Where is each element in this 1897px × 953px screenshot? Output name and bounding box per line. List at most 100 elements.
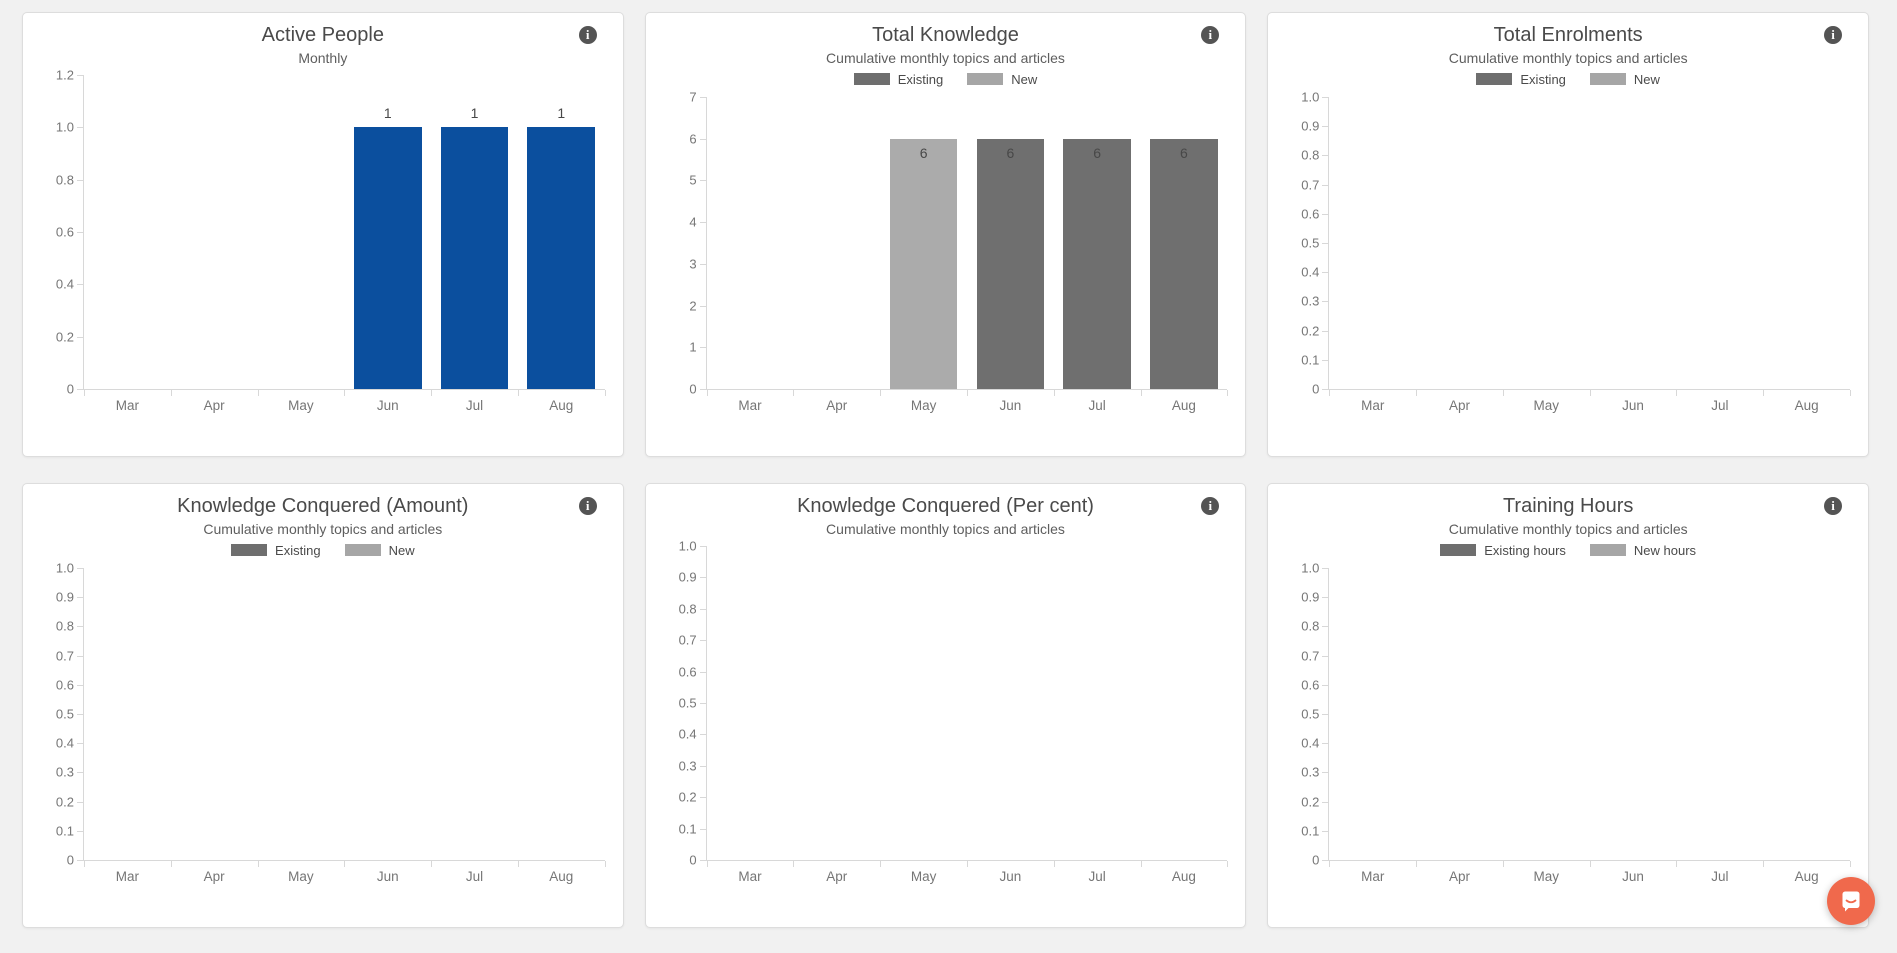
y-tick-label: 0.6 [1301, 206, 1320, 222]
x-tick-label: May [1533, 398, 1560, 413]
x-tick-label: Apr [1448, 398, 1470, 413]
y-tick-label: 1 [689, 339, 697, 355]
x-tick-label: Aug [1794, 869, 1819, 884]
x-axis-tick [966, 861, 968, 867]
y-tick-label: 0.8 [678, 601, 697, 617]
y-tick-label: 0.7 [678, 632, 697, 648]
y-axis-tick [1322, 389, 1329, 390]
y-tick-label: 0.7 [1301, 177, 1320, 193]
y-tick-label: 0.9 [1301, 589, 1320, 605]
info-icon[interactable]: i [578, 497, 597, 515]
y-tick-label: 1.0 [1301, 89, 1320, 105]
x-axis-tick [1329, 861, 1331, 867]
y-tick-label: 0.1 [1301, 823, 1320, 839]
legend-item[interactable]: New [344, 542, 415, 558]
y-axis-tick [77, 772, 83, 774]
x-axis-tick [1589, 390, 1591, 396]
x-tick-label: May [910, 398, 937, 413]
plot-area: 1.0 0.9 0.8 0.7 0.6 0.5 0.4 0.3 0.2 0.1 0 Mar Apr May… [1301, 90, 1851, 413]
x-tick-label: Jul [1711, 869, 1729, 884]
y-axis-tick [1322, 860, 1329, 861]
y-tick-label: 7 [689, 89, 697, 105]
info-icon[interactable]: i [578, 26, 597, 44]
y-tick-label: 1.2 [55, 67, 74, 83]
bar [527, 127, 596, 389]
x-tick-label: Mar [115, 869, 139, 884]
y-axis-tick [699, 797, 706, 799]
y-tick-label: 6 [689, 131, 697, 147]
x-tick-label: Mar [1361, 398, 1385, 413]
y-axis-tick [1322, 684, 1329, 686]
x-axis-tick [604, 861, 606, 867]
x-axis-tick [1416, 390, 1418, 396]
legend-item-label: New [1633, 71, 1660, 87]
chat-launcher-button[interactable] [1827, 877, 1875, 925]
legend-item-label: New [388, 542, 415, 558]
y-axis-tick [1322, 830, 1329, 832]
y-axis-tick [77, 860, 83, 861]
x-axis-tick [431, 390, 433, 396]
chart-subtitle: Cumulative monthly topics and articles [203, 521, 443, 537]
y-axis-tick [77, 568, 83, 569]
y-axis-tick [699, 263, 706, 265]
x-axis-tick [1140, 390, 1142, 396]
info-icon[interactable]: i [1201, 497, 1220, 515]
x-axis-tick [1227, 390, 1229, 396]
legend-swatch [1589, 544, 1626, 556]
legend-item[interactable]: New hours [1589, 543, 1696, 558]
y-axis-tick [1322, 97, 1329, 98]
info-icon-glyph: i [585, 498, 590, 513]
bar-value-label: 6 [1093, 144, 1102, 161]
chart-total-enrolments: 1.0 0.9 0.8 0.7 0.6 0.5 0.4 0.3 0.2 0.1 0 Mar Apr May… [1301, 90, 1851, 456]
y-tick-label: 0.4 [55, 735, 74, 751]
y-axis-tick [1322, 743, 1329, 745]
info-icon[interactable]: i [1201, 26, 1220, 44]
y-tick-label: 0.9 [678, 569, 697, 585]
y-tick-label: 4 [689, 214, 697, 230]
legend-item-label: Existing [897, 71, 944, 87]
x-axis-tick [1329, 390, 1331, 396]
info-icon-glyph: i [1831, 498, 1835, 513]
bar [440, 127, 509, 389]
x-tick-label: Aug [549, 398, 574, 413]
y-tick-label: 0.6 [1301, 677, 1320, 693]
info-icon[interactable]: i [1824, 497, 1842, 515]
y-tick-label: 0 [66, 381, 74, 397]
y-axis-tick [699, 577, 706, 579]
panel-total-knowledge: i Total Knowledge Cumulative monthly top… [644, 12, 1247, 457]
y-axis-tick [77, 179, 83, 181]
x-axis-tick [1850, 390, 1851, 396]
chart-training-hours: 1.0 0.9 0.8 0.7 0.6 0.5 0.4 0.3 0.2 0.1 0 Mar Apr May… [1301, 561, 1851, 927]
y-tick-label: 0 [689, 381, 697, 397]
y-tick-label: 0.9 [1301, 118, 1320, 134]
legend-item[interactable]: Existing [231, 543, 321, 558]
y-tick-label: 0.8 [55, 172, 74, 188]
x-tick-label: Mar [738, 398, 762, 413]
info-icon[interactable]: i [1824, 26, 1842, 44]
y-axis-tick [1322, 359, 1329, 361]
x-axis-tick [1589, 861, 1591, 867]
legend-item[interactable]: New [967, 72, 1037, 87]
legend-item[interactable]: Existing [853, 71, 944, 87]
y-tick-label: 0.7 [55, 648, 74, 664]
panel-knowledge-conquered-amount: i Knowledge Conquered (Amount) Cumulativ… [22, 483, 624, 928]
y-axis-tick [699, 546, 706, 547]
y-tick-label: 0.2 [55, 794, 74, 810]
panel-total-enrolments: i Total Enrolments Cumulative monthly to… [1267, 12, 1869, 457]
y-axis-tick [699, 734, 706, 736]
y-tick-label: 3 [689, 256, 697, 272]
x-axis-tick [257, 861, 259, 867]
x-tick-label: Jul [1711, 398, 1729, 413]
x-tick-label: Jul [1088, 869, 1106, 884]
x-axis-tick [1850, 861, 1851, 867]
y-axis-tick [77, 336, 83, 338]
legend-item[interactable]: New [1589, 71, 1660, 87]
chart-total-knowledge: 7 6 5 4 3 2 1 0 Mar Apr May Jun Jul Aug 6 6 6 6 [689, 90, 1229, 456]
chat-bubble-icon [1842, 891, 1860, 912]
x-axis-tick [517, 861, 519, 867]
legend-item[interactable]: Existing hours [1440, 543, 1566, 558]
legend-item[interactable]: Existing [1476, 72, 1566, 87]
x-axis-tick [257, 390, 259, 396]
chart-title: Total Enrolments [1493, 24, 1643, 46]
y-tick-label: 0.5 [1301, 706, 1320, 722]
